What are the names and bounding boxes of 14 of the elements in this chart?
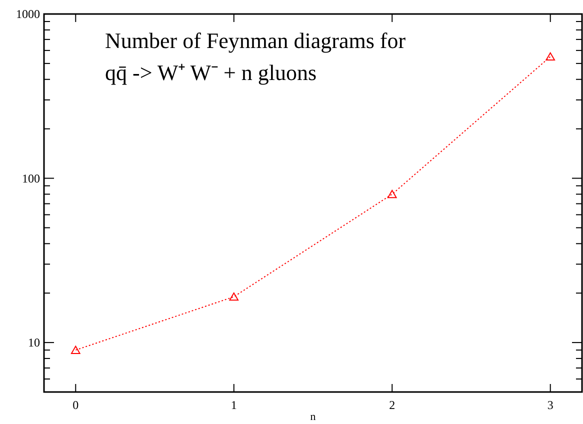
y-tick-label: 10 — [28, 336, 40, 350]
text: Number of Feynman diagrams for — [105, 28, 406, 53]
x-tick-label: 0 — [72, 398, 79, 412]
y-tick-label: 100 — [22, 171, 40, 186]
x-tick-label: 3 — [547, 398, 554, 412]
y-tick-label: 1000 — [16, 7, 40, 21]
x-tick-label: 1 — [230, 398, 237, 412]
point — [70, 346, 80, 354]
point — [546, 52, 556, 61]
x-axis-title: n — [310, 411, 316, 423]
x-tick-label: 2 — [389, 398, 396, 412]
point — [229, 292, 239, 301]
point — [387, 190, 397, 198]
text: qq̄ -> W⁺ W⁻ + n gluons — [105, 60, 317, 85]
